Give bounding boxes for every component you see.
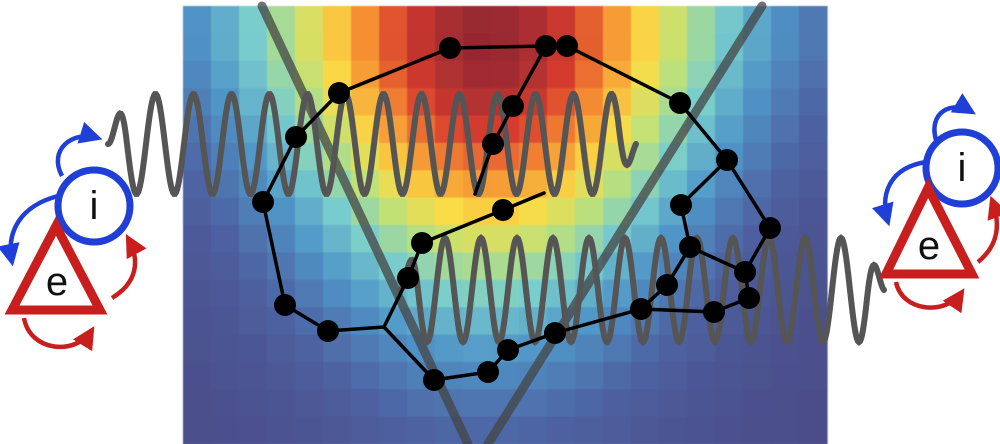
network-node — [556, 35, 578, 57]
network-node — [492, 199, 514, 221]
inhibitory-circle-icon — [922, 128, 1000, 208]
inhibitory-circle-icon — [54, 166, 134, 246]
network-node — [285, 126, 307, 148]
excitatory-label: e — [918, 224, 940, 268]
excitatory-label: e — [46, 260, 68, 304]
inhibitory-to-excitatory-arrow-icon — [0, 193, 59, 267]
network-node — [759, 217, 781, 239]
inhibitory-label: i — [958, 146, 967, 190]
network-node — [502, 95, 524, 117]
network-node — [703, 301, 725, 323]
network-node — [734, 261, 756, 283]
network-node — [716, 149, 738, 171]
network-node — [477, 361, 499, 383]
excitatory-to-inhibitory-arrow-icon — [110, 234, 147, 300]
network-node — [497, 339, 519, 361]
network-node — [544, 322, 566, 344]
excitatory-triangle-icon — [4, 216, 108, 315]
inhibitory-self-loop-icon — [55, 121, 103, 178]
oscillation-wave-upper — [105, 91, 639, 197]
network-node — [535, 35, 557, 57]
excitatory-self-loop-icon — [21, 317, 95, 352]
network-node — [439, 37, 461, 59]
excitatory-to-inhibitory-arrow-icon — [976, 195, 1000, 264]
left-ei-motif: i e — [0, 121, 147, 352]
network-node — [317, 320, 339, 342]
excitatory-self-loop-icon — [893, 281, 965, 314]
network-node — [411, 232, 433, 254]
network-node — [656, 274, 678, 296]
network-node — [274, 294, 296, 316]
network-node — [630, 298, 652, 320]
network-node — [328, 82, 350, 104]
inhibitory-self-loop-icon — [932, 93, 976, 141]
network-node — [423, 369, 445, 391]
network-node — [397, 267, 419, 289]
network-node — [670, 194, 692, 216]
right-ei-motif: i e — [871, 93, 1000, 314]
inhibitory-label: i — [90, 184, 99, 228]
oscillation-wave-lower — [397, 234, 887, 346]
neural-network-graph — [252, 35, 781, 391]
inhibitory-to-excitatory-arrow-icon — [871, 159, 927, 227]
network-node — [252, 191, 274, 213]
network-node — [482, 133, 504, 155]
network-node — [679, 236, 701, 258]
activity-heatmap — [183, 6, 828, 444]
network-node — [669, 92, 691, 114]
excitatory-triangle-icon — [878, 177, 980, 279]
network-node — [738, 287, 760, 309]
